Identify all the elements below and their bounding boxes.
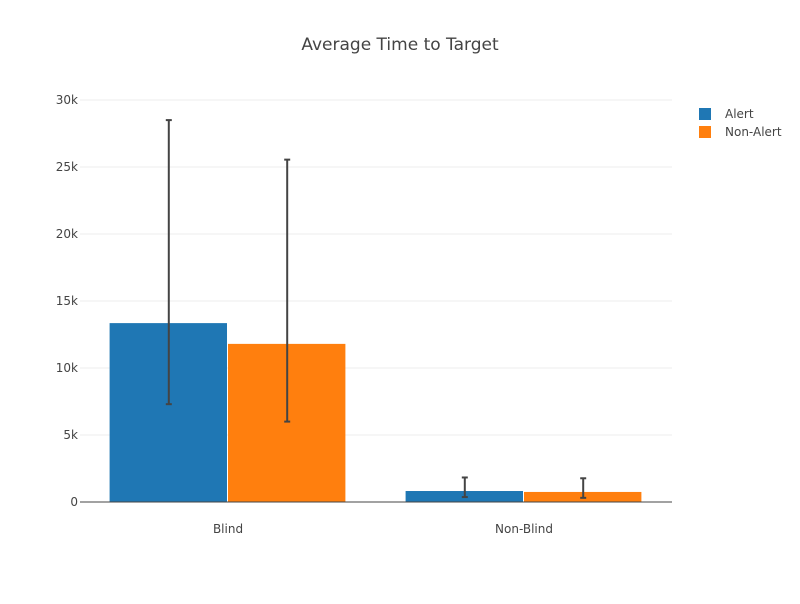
- legend-swatch: [699, 108, 711, 120]
- y-axis-ticks: 0 5k 10k 15k 20k 25k 30k: [56, 93, 78, 509]
- legend-label: Non-Alert: [725, 125, 782, 139]
- error-bars: [165, 119, 587, 499]
- y-tick-label: 15k: [56, 294, 78, 308]
- legend[interactable]: Alert Non-Alert: [699, 107, 782, 139]
- y-tick-label: 25k: [56, 160, 78, 174]
- y-tick-label: 0: [70, 495, 78, 509]
- error-bar: [165, 119, 172, 406]
- bars: [109, 323, 642, 502]
- x-tick-label: Blind: [213, 522, 243, 536]
- y-tick-label: 20k: [56, 227, 78, 241]
- error-bar: [461, 476, 468, 499]
- x-axis-ticks: Blind Non-Blind: [213, 522, 553, 536]
- y-tick-label: 30k: [56, 93, 78, 107]
- x-tick-label: Non-Blind: [495, 522, 553, 536]
- legend-swatch: [699, 126, 711, 138]
- error-bar: [580, 477, 587, 499]
- y-tick-label: 10k: [56, 361, 78, 375]
- legend-item-alert[interactable]: Alert: [699, 107, 754, 121]
- legend-item-non-alert[interactable]: Non-Alert: [699, 125, 782, 139]
- legend-label: Alert: [725, 107, 754, 121]
- chart-title: Average Time to Target: [301, 35, 499, 55]
- y-tick-label: 5k: [63, 428, 78, 442]
- error-bar: [284, 158, 291, 423]
